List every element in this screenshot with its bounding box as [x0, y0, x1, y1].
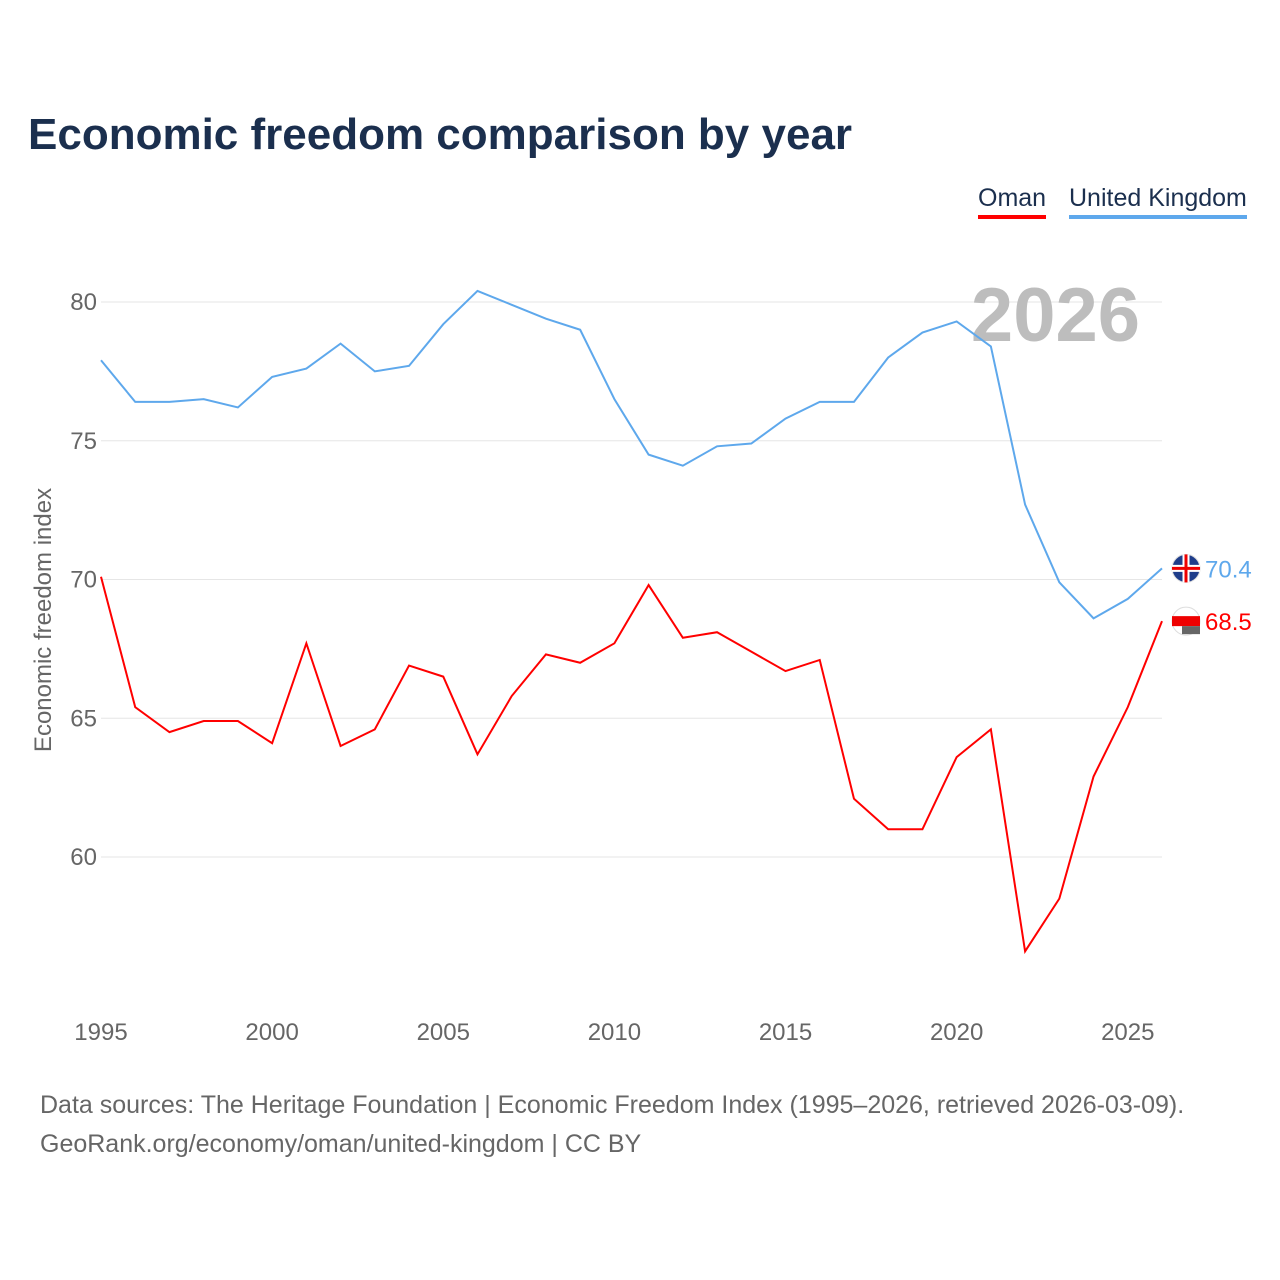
x-tick-label: 2010 — [588, 1019, 641, 1046]
year-watermark: 2026 — [971, 273, 1140, 358]
source-link[interactable]: GeoRank.org/economy/oman/united-kingdom … — [40, 1130, 642, 1158]
chart-title: Economic freedom comparison by year — [28, 110, 853, 159]
y-tick-label: 65 — [70, 705, 97, 732]
legend-oman[interactable]: Oman — [978, 184, 1047, 219]
x-tick-label: 2025 — [1101, 1019, 1154, 1046]
y-axis-label: Economic freedom index — [30, 488, 57, 752]
y-tick-label: 75 — [70, 428, 97, 455]
x-tick-label: 2015 — [759, 1019, 812, 1046]
end-value-label: 68.5 — [1205, 609, 1252, 636]
y-tick-label: 60 — [70, 844, 97, 871]
x-tick-label: 2005 — [417, 1019, 470, 1046]
y-tick-label: 70 — [70, 567, 97, 594]
flag-band — [1182, 626, 1200, 635]
series-line-united-kingdom — [100, 289, 1163, 620]
y-tick-label: 80 — [70, 289, 97, 316]
series-line-oman — [100, 576, 1163, 955]
flag-band — [1172, 616, 1200, 627]
x-tick-label: 2020 — [930, 1019, 983, 1046]
data-sources: Data sources: The Heritage Foundation | … — [40, 1091, 1185, 1119]
x-tick-label: 1995 — [74, 1019, 127, 1046]
end-value-label: 70.4 — [1205, 556, 1252, 583]
legend-united-kingdom[interactable]: United Kingdom — [1069, 184, 1247, 219]
footer: Data sources: The Heritage Foundation | … — [40, 1086, 1184, 1164]
x-tick-label: 2000 — [245, 1019, 298, 1046]
